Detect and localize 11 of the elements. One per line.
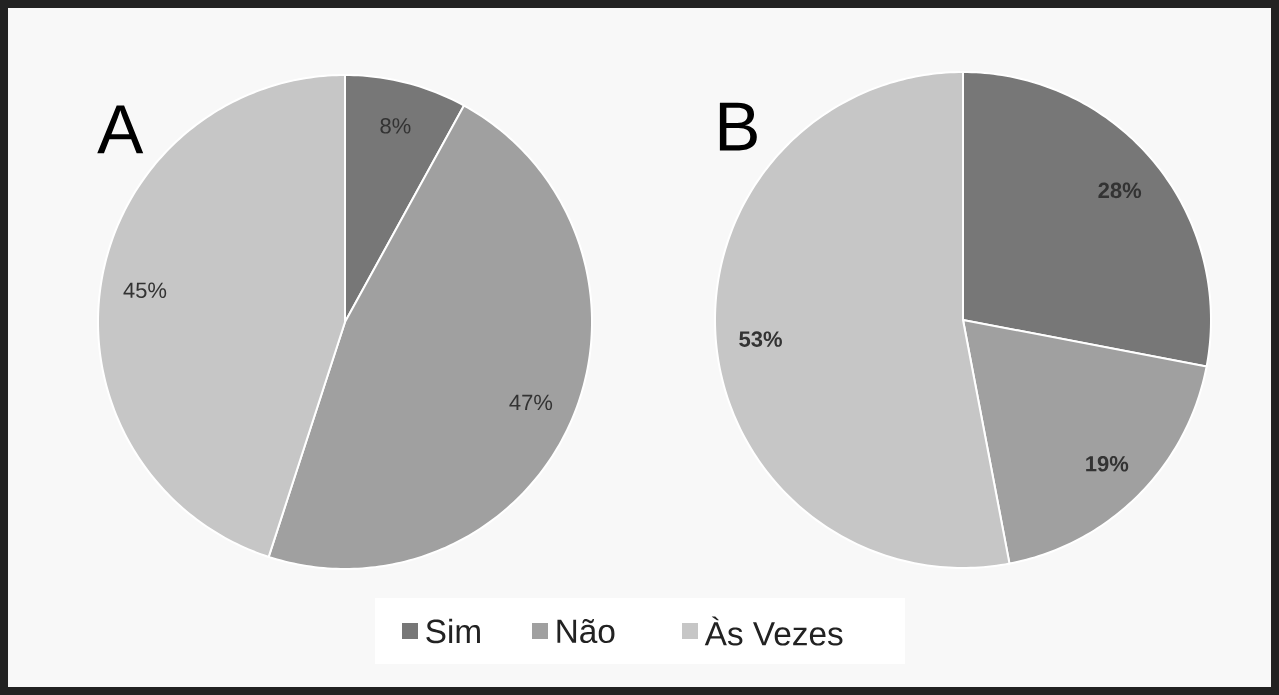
- data-label: 45%: [123, 282, 167, 299]
- data-label: 8%: [380, 118, 411, 134]
- data-label: 53%: [739, 331, 782, 347]
- chart-title: B: [719, 102, 757, 151]
- legend-label: Não: [557, 618, 615, 644]
- legend-label: Sim: [426, 618, 480, 644]
- legend-label: Às Vezes: [704, 616, 843, 646]
- chart-title: A: [97, 105, 144, 154]
- data-label: 19%: [1086, 455, 1129, 472]
- data-label: 28%: [1098, 182, 1142, 199]
- data-label: 47%: [509, 394, 553, 411]
